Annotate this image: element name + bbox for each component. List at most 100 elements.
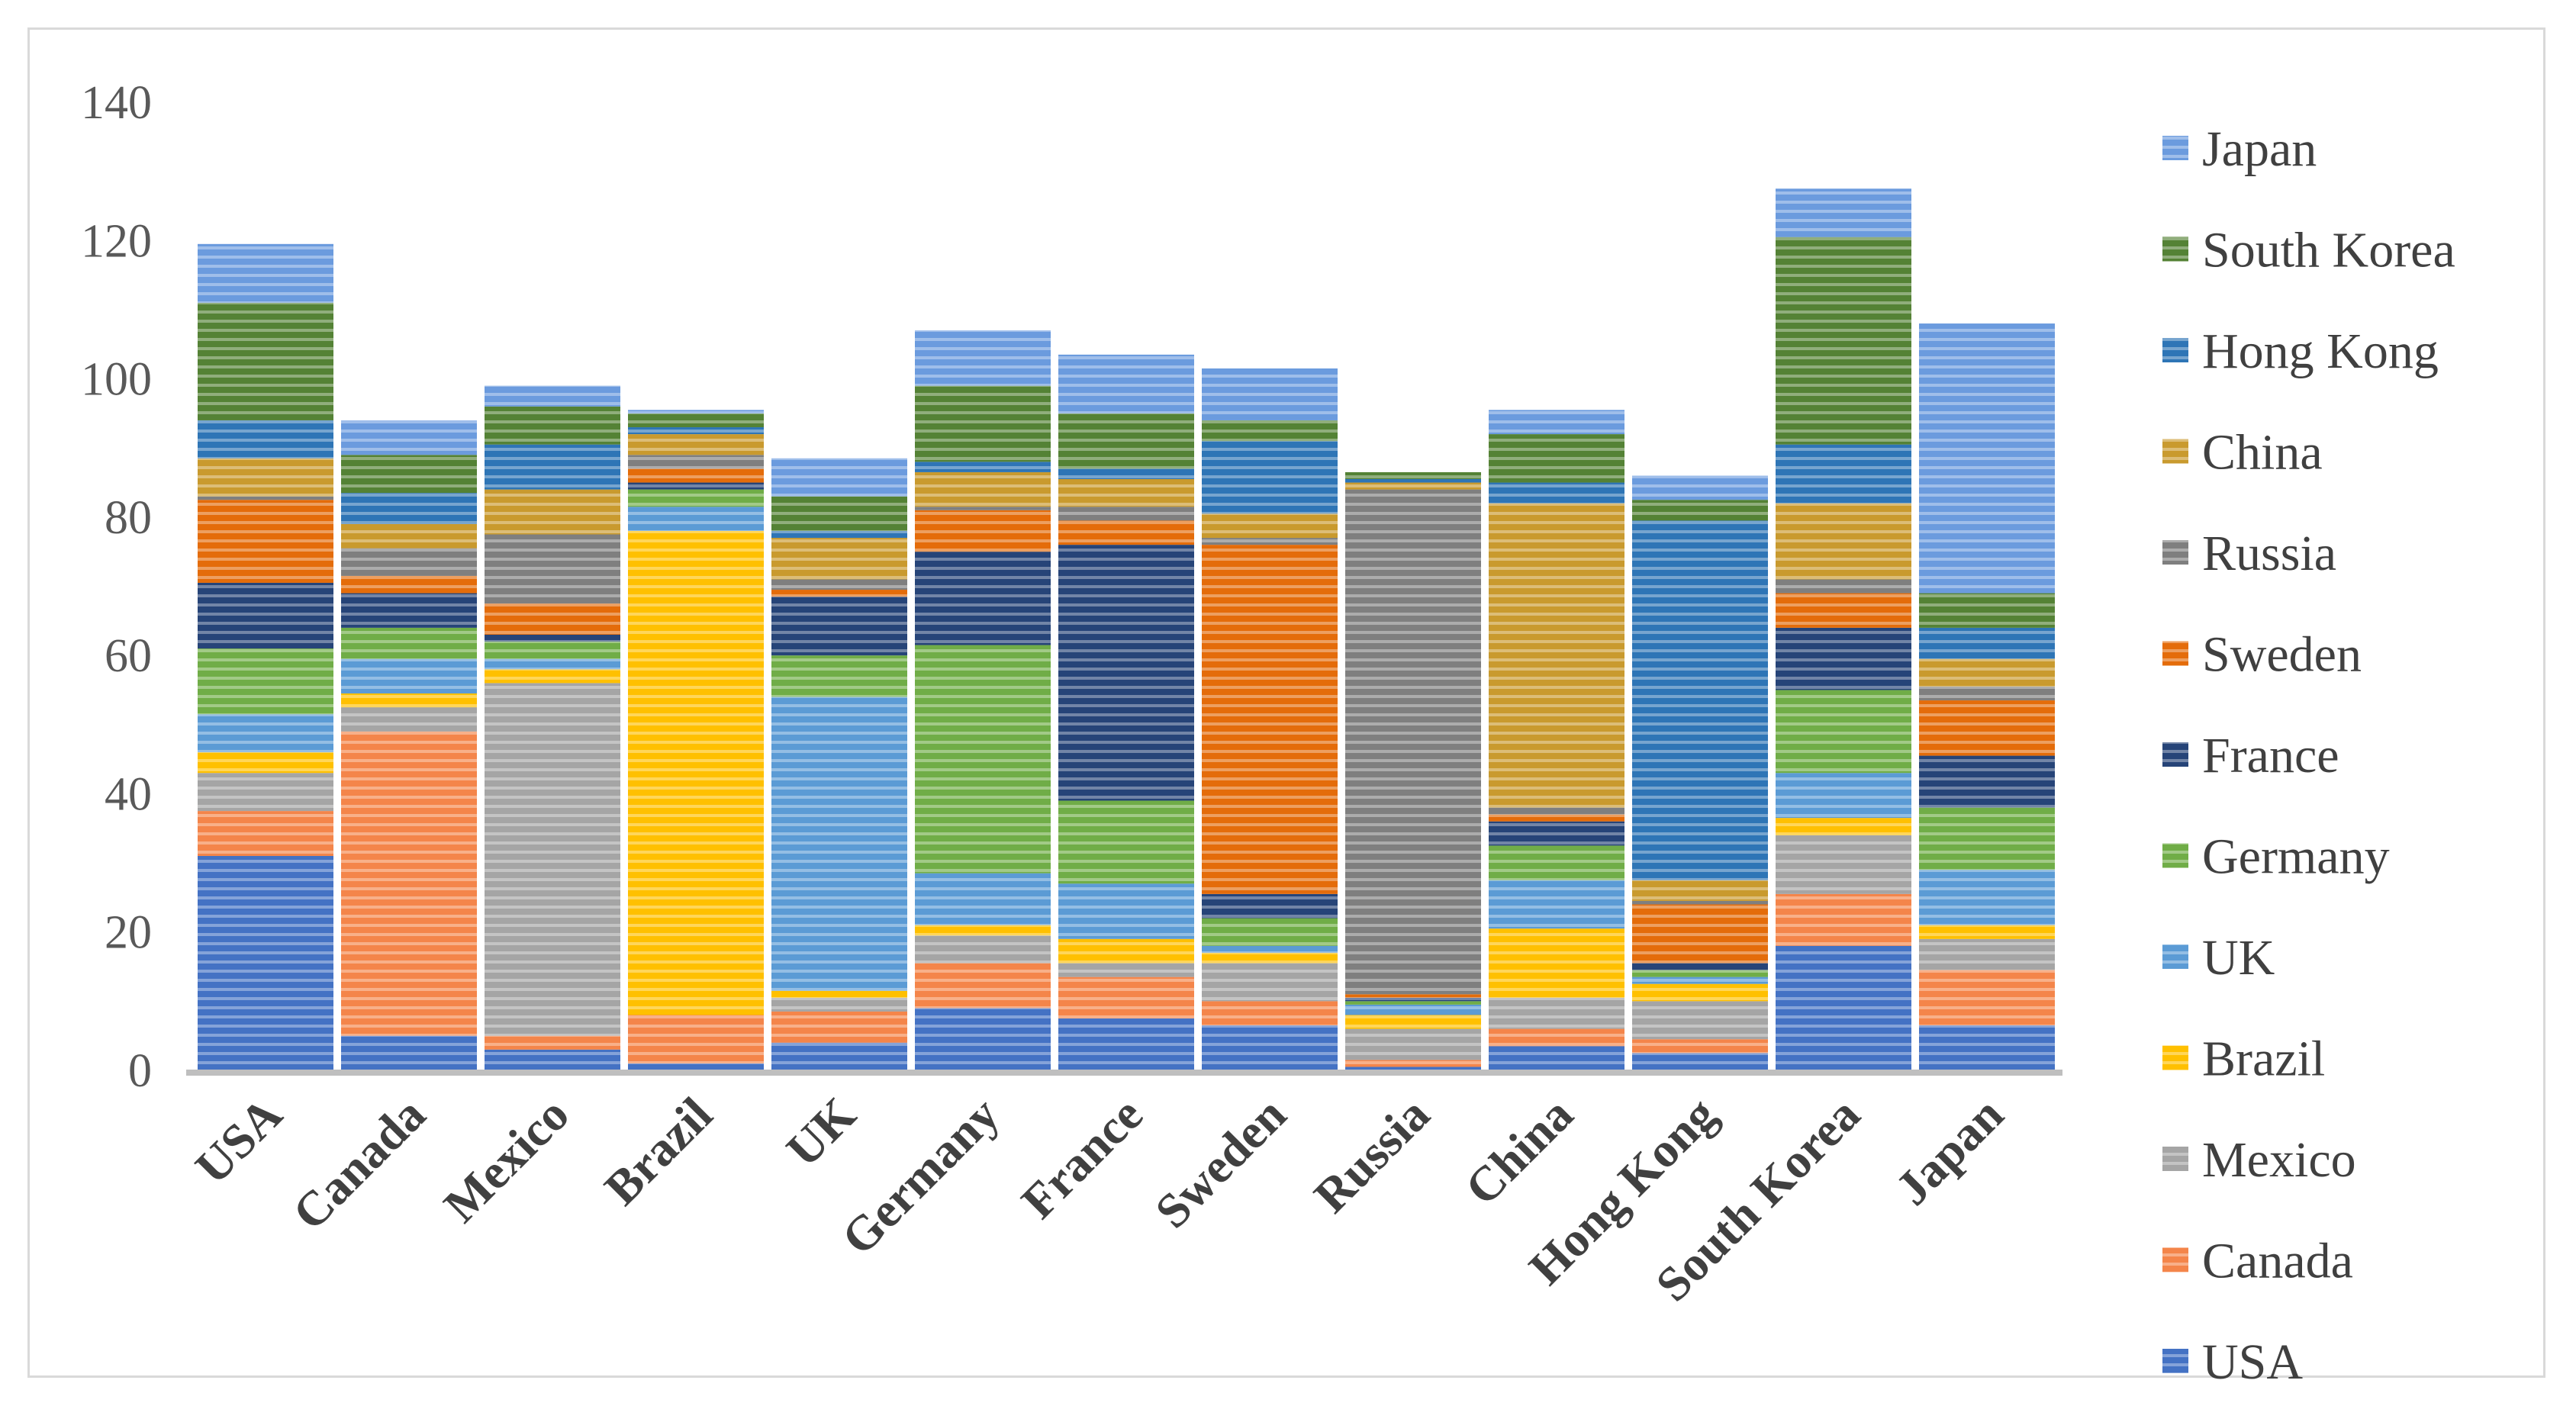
bar-segment-south-korea-south-korea <box>1776 236 1911 445</box>
legend-label: South Korea <box>2202 223 2455 278</box>
bar-segment-south-korea-hong-kong <box>1776 444 1911 504</box>
chart-frame: 0 20 40 60 80 100 120 140 USA Canada Mexico Brazil… <box>27 27 2545 1380</box>
bar-segment-china-mexico <box>1489 997 1624 1029</box>
bar-segment-france-mexico <box>1058 963 1194 977</box>
bar-segment-brazil-brazil <box>628 530 764 1015</box>
bar-segment-germany-france <box>915 552 1051 645</box>
bar-segment-japan-germany <box>1919 807 2055 870</box>
bar-segment-japan-uk <box>1919 870 2055 925</box>
x-tick-label: UK <box>776 1087 866 1177</box>
bar-segment-china-japan <box>1489 410 1624 435</box>
legend-label: Japan <box>2202 121 2317 177</box>
y-tick-label: 80 <box>105 492 152 544</box>
bar-segment-brazil-uk <box>628 507 764 531</box>
bar-segment-canada-france <box>341 593 477 628</box>
bar-segment-china-uk <box>1489 880 1624 929</box>
bar-segment-brazil-germany <box>628 489 764 507</box>
bar-segment-mexico-brazil <box>485 669 620 684</box>
y-tick-label: 40 <box>105 768 152 820</box>
bar-segment-russia-south-korea <box>1345 471 1481 480</box>
bar-segment-uk-south-korea <box>771 496 907 531</box>
legend-label: Russia <box>2202 526 2336 581</box>
bar-segment-mexico-france <box>485 634 620 642</box>
bar-segment-japan-usa <box>1919 1025 2055 1070</box>
bar-segment-hong-kong-hong-kong <box>1632 520 1768 880</box>
bar-segment-germany-germany <box>915 645 1051 874</box>
legend-label: Germany <box>2202 829 2390 885</box>
bar-segment-sweden-germany <box>1202 918 1338 946</box>
bar-segment-france-france <box>1058 545 1194 801</box>
y-tick-label: 120 <box>81 215 152 267</box>
bar-segment-germany-sweden <box>915 510 1051 552</box>
legend-swatch-china <box>2162 439 2188 464</box>
bar-segment-russia-hong-kong <box>1345 479 1481 483</box>
bar-segment-uk-japan <box>771 458 907 497</box>
legend-label: UK <box>2202 930 2275 986</box>
bar-segment-china-canada <box>1489 1028 1624 1047</box>
bar-segment-france-uk <box>1058 883 1194 939</box>
bar-segment-hong-kong-uk <box>1632 976 1768 984</box>
bar-segment-south-korea-russia <box>1776 579 1911 594</box>
bar-segment-hong-kong-south-korea <box>1632 500 1768 521</box>
legend-label: USA <box>2202 1334 2303 1380</box>
x-tick-label: Germany <box>831 1087 1009 1266</box>
bar-segment-canada-japan <box>341 420 477 455</box>
x-tick-label: USA <box>185 1087 292 1195</box>
bar-segment-france-usa <box>1058 1018 1194 1070</box>
bar-segment-uk-brazil <box>771 990 907 998</box>
bar-segment-brazil-france <box>628 482 764 490</box>
bar-segment-uk-uk <box>771 697 907 991</box>
bar-segment-usa-brazil <box>198 752 333 774</box>
bar-segment-germany-brazil <box>915 925 1051 936</box>
bar-segment-france-sweden <box>1058 520 1194 545</box>
bar-segment-hong-kong-china <box>1632 880 1768 901</box>
bar-segment-japan-hong-kong <box>1919 627 2055 659</box>
bar-segment-uk-canada <box>771 1011 907 1043</box>
x-tick-label: Russia <box>1303 1087 1439 1223</box>
bar-segment-sweden-usa <box>1202 1025 1338 1070</box>
legend-swatch-canada <box>2162 1247 2188 1272</box>
bar-segment-mexico-south-korea <box>485 406 620 445</box>
legend-swatch-south-korea <box>2162 236 2188 262</box>
x-tick-label: Canada <box>282 1087 436 1240</box>
bar-segment-usa-south-korea <box>198 302 333 420</box>
bar-segment-canada-hong-kong <box>341 493 477 524</box>
bar-segment-mexico-uk <box>485 658 620 670</box>
x-tick-label: Mexico <box>433 1087 579 1233</box>
bar-segment-usa-uk <box>198 714 333 753</box>
bar-segment-china-germany <box>1489 845 1624 880</box>
bar-segment-south-korea-usa <box>1776 945 1911 1070</box>
bar-segment-japan-russia <box>1919 686 2055 701</box>
bar-segment-japan-japan <box>1919 323 2055 594</box>
bar-segment-south-korea-mexico <box>1776 835 1911 894</box>
x-tick-label: Japan <box>1885 1087 2013 1215</box>
bar-segment-mexico-germany <box>485 642 620 659</box>
bar-segment-usa-canada <box>198 811 333 857</box>
bar-segment-south-korea-france <box>1776 627 1911 690</box>
legend-swatch-hong-kong <box>2162 338 2188 362</box>
legend-swatch-brazil <box>2162 1045 2188 1070</box>
y-tick-label: 0 <box>128 1045 152 1097</box>
bar-segment-uk-russia <box>771 579 907 590</box>
bar-segment-sweden-sweden <box>1202 545 1338 894</box>
bar-segment-sweden-brazil <box>1202 952 1338 964</box>
bar-segment-sweden-uk <box>1202 945 1338 953</box>
bar-segment-germany-canada <box>915 963 1051 1009</box>
bar-segment-germany-hong-kong <box>915 462 1051 472</box>
bar-segment-sweden-mexico <box>1202 963 1338 1002</box>
bar-segment-hong-kong-russia <box>1632 900 1768 905</box>
bar-segment-brazil-japan <box>628 410 764 413</box>
bar-segment-mexico-sweden <box>485 603 620 635</box>
bar-segment-china-brazil <box>1489 928 1624 998</box>
bar-segment-hong-kong-canada <box>1632 1039 1768 1054</box>
y-tick-label: 100 <box>81 354 152 406</box>
bar-segment-china-france <box>1489 821 1624 846</box>
bar-segment-hong-kong-japan <box>1632 475 1768 500</box>
bar-segment-germany-uk <box>915 873 1051 925</box>
bar-segment-japan-france <box>1919 755 2055 808</box>
bar-segment-france-south-korea <box>1058 413 1194 469</box>
bar-segment-brazil-china <box>628 434 764 455</box>
bar-segment-uk-mexico <box>771 997 907 1012</box>
bar-segment-canada-russia <box>341 548 477 576</box>
bar-segment-usa-mexico <box>198 773 333 812</box>
